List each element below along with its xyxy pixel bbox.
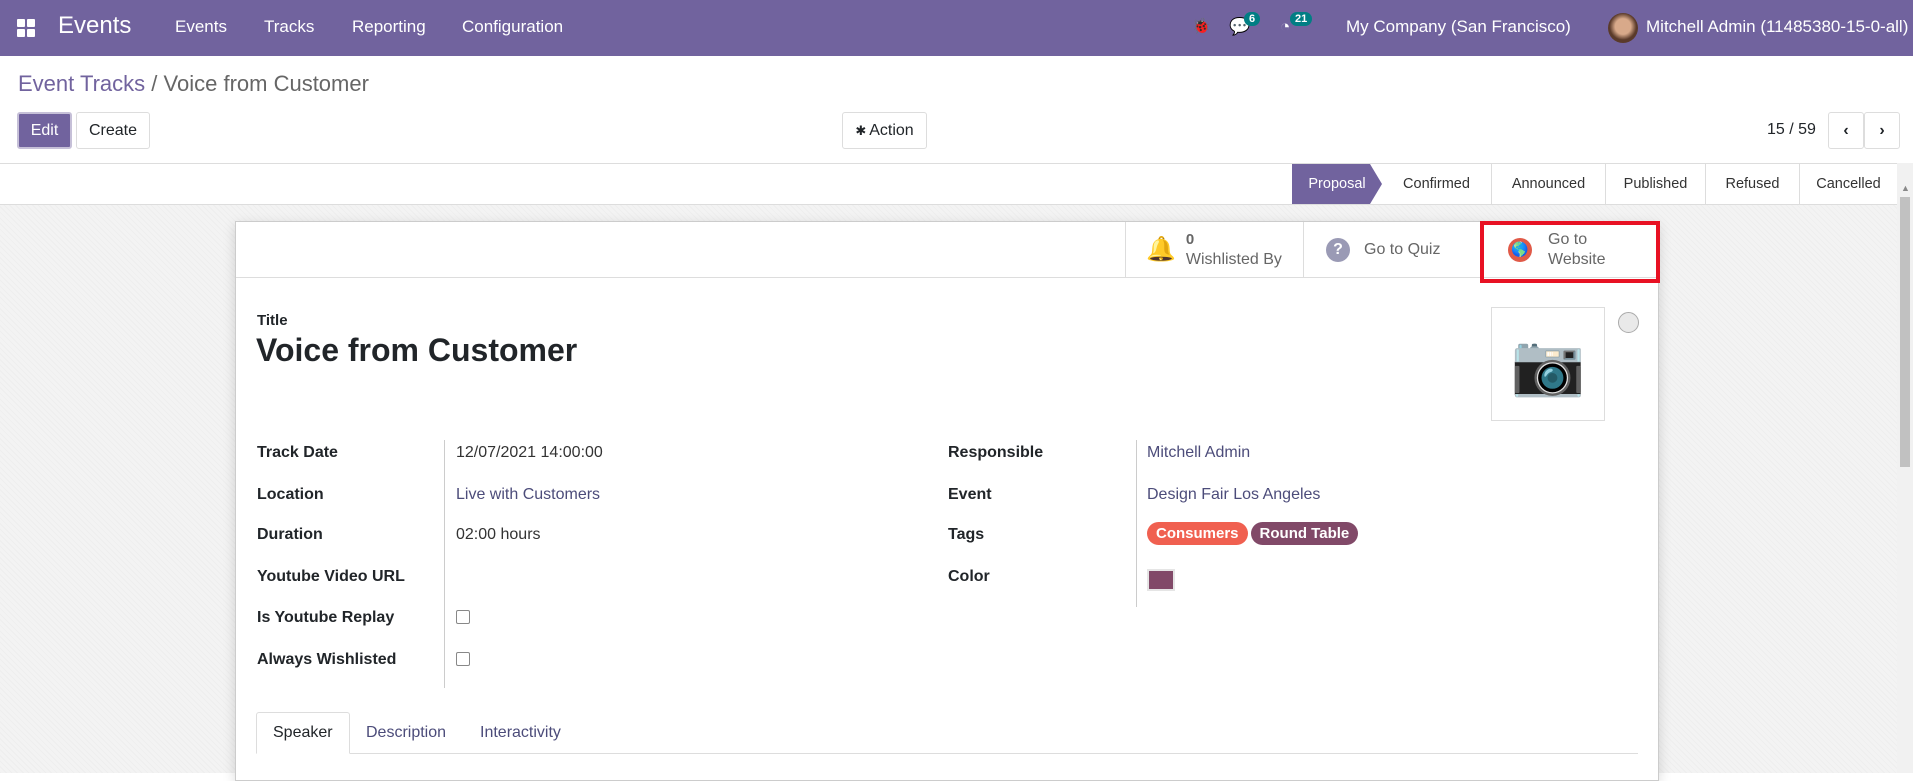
kanban-state-circle[interactable] [1618, 312, 1639, 333]
smart-button-box: 🔔 0 Wishlisted By ? Go to Quiz 🌎 Go to We… [236, 221, 1660, 283]
user-avatar[interactable] [1608, 13, 1638, 43]
activities-clock-icon[interactable]: ◔ [1280, 17, 1291, 36]
vertical-scrollbar[interactable]: ▲ [1897, 163, 1913, 773]
camera-plus-icon: 📷 [1510, 330, 1586, 398]
field-label-duration: Duration [257, 526, 323, 543]
right-group-divider [1136, 440, 1137, 607]
duration-unit: hours [500, 526, 541, 543]
menu-reporting[interactable]: Reporting [352, 17, 426, 36]
stage-statusbar: Proposal Confirmed Announced Published R… [0, 163, 1897, 205]
field-duration[interactable]: 02:00 hours [456, 526, 541, 544]
user-menu[interactable]: Mitchell Admin (11485380-15-0-all) [1646, 17, 1909, 36]
tag-round-table[interactable]: Round Table [1250, 522, 1359, 545]
notebook-tabs [256, 753, 1638, 754]
tag-consumers[interactable]: Consumers [1147, 522, 1248, 545]
menu-tracks[interactable]: Tracks [264, 17, 315, 36]
image-upload[interactable]: 📷 [1491, 307, 1605, 421]
apps-menu-icon[interactable] [17, 19, 35, 37]
tab-interactivity[interactable]: Interactivity [480, 724, 561, 741]
gear-icon: ✱ [855, 122, 867, 138]
track-title: Voice from Customer [256, 332, 578, 368]
form-sheet: 🔔 0 Wishlisted By ? Go to Quiz 🌎 Go to We… [235, 221, 1660, 781]
quiz-label: Go to Quiz [1364, 240, 1441, 258]
field-track-date[interactable]: 12/07/2021 14:00:00 [456, 444, 603, 461]
app-title[interactable]: Events [58, 12, 132, 39]
top-navbar: Events Events Tracks Reporting Configura… [0, 0, 1913, 56]
breadcrumb-separator: / [151, 71, 158, 96]
go-to-quiz-button[interactable]: ? Go to Quiz [1303, 222, 1481, 277]
website-label: Go to Website [1548, 230, 1606, 268]
debug-bug-icon[interactable]: 🐞 [1192, 18, 1211, 35]
wishlist-label: Wishlisted By [1185, 250, 1282, 268]
edit-button[interactable]: Edit [17, 112, 72, 149]
question-circle-icon: ? [1326, 237, 1350, 262]
tags-field: Consumers Round Table [1147, 522, 1361, 545]
menu-events[interactable]: Events [175, 17, 227, 36]
pager-previous-button[interactable]: ‹ [1828, 112, 1864, 149]
left-group-divider [444, 440, 445, 688]
bell-icon: 🔔 [1146, 236, 1176, 263]
field-event[interactable]: Design Fair Los Angeles [1147, 486, 1321, 503]
pager-value[interactable]: 15 / 59 [1767, 121, 1816, 138]
menu-configuration[interactable]: Configuration [462, 17, 564, 36]
stage-proposal[interactable]: Proposal [1292, 164, 1382, 204]
field-label-event: Event [948, 486, 992, 503]
field-label-youtube-url: Youtube Video URL [257, 568, 405, 585]
title-label: Title [257, 312, 288, 329]
breadcrumb-parent[interactable]: Event Tracks [18, 71, 146, 96]
wishlisted-by-button[interactable]: 🔔 0 Wishlisted By [1125, 222, 1303, 277]
field-label-youtube-replay: Is Youtube Replay [257, 609, 395, 626]
tab-speaker[interactable]: Speaker [256, 712, 350, 754]
company-switcher[interactable]: My Company (San Francisco) [1346, 17, 1571, 36]
globe-icon: 🌎 [1508, 237, 1532, 262]
field-location[interactable]: Live with Customers [456, 486, 601, 503]
scroll-thumb[interactable] [1900, 197, 1910, 467]
stage-announced[interactable]: Announced [1492, 164, 1606, 204]
stage-cancelled[interactable]: Cancelled [1816, 176, 1881, 192]
field-label-always-wishlisted: Always Wishlisted [257, 651, 397, 668]
stage-published[interactable]: Published [1606, 164, 1706, 204]
field-label-color: Color [948, 568, 990, 585]
stage-confirmed[interactable]: Confirmed [1382, 164, 1492, 204]
stage-refused[interactable]: Refused [1706, 164, 1800, 204]
go-to-website-button[interactable]: 🌎 Go to Website [1481, 222, 1658, 277]
breadcrumb-current: Voice from Customer [163, 71, 369, 96]
scroll-up-arrow[interactable]: ▲ [1901, 183, 1910, 193]
color-swatch[interactable] [1147, 569, 1175, 591]
always-wishlisted-checkbox[interactable] [456, 652, 470, 666]
action-button[interactable]: ✱ Action [842, 112, 927, 149]
field-label-location: Location [257, 486, 324, 503]
create-button[interactable]: Create [76, 112, 150, 149]
messages-badge: 6 [1244, 12, 1261, 26]
field-label-track-date: Track Date [257, 444, 338, 461]
tab-description[interactable]: Description [366, 724, 447, 741]
highlight-box [1480, 221, 1660, 283]
wishlist-count: 0 [1185, 230, 1195, 248]
field-responsible[interactable]: Mitchell Admin [1147, 444, 1251, 461]
field-label-tags: Tags [948, 526, 985, 543]
youtube-replay-checkbox[interactable] [456, 610, 470, 624]
action-label: Action [869, 121, 914, 139]
activities-badge: 21 [1290, 12, 1313, 26]
field-label-responsible: Responsible [948, 444, 1044, 461]
duration-value: 02:00 [456, 526, 497, 543]
pager-next-button[interactable]: › [1864, 112, 1900, 149]
breadcrumb: Event Tracks / Voice from Customer [18, 71, 369, 97]
